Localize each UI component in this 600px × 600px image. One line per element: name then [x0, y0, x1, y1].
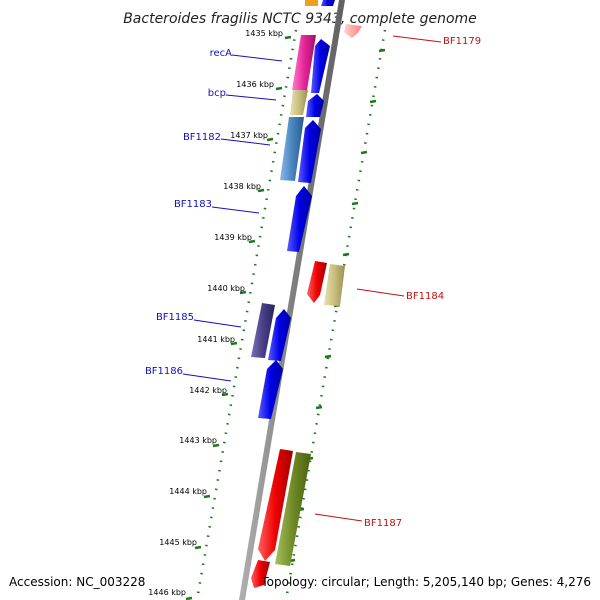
tick-label: 1444 kbp: [169, 487, 207, 496]
cog-top-orange: [305, 0, 318, 6]
cog-blocks-right: [275, 264, 345, 566]
tick-label: 1445 kbp: [159, 538, 197, 547]
reverse-strand-genes: [251, 24, 362, 588]
cog-BF1184: [324, 264, 345, 306]
gene-arrow-bottom[interactable]: [251, 560, 270, 588]
cog-bcp: [290, 90, 308, 115]
forward-strand-genes: [258, 0, 335, 419]
gene-arrow-BF1182[interactable]: [298, 120, 321, 183]
gene-labels-left: recA bcp BF1182 BF1183 BF1185 BF1186: [145, 48, 283, 382]
gene-label-bcp[interactable]: bcp: [208, 88, 226, 99]
map-title: Bacteroides fragilis NCTC 9343, complete…: [123, 11, 477, 27]
tick-label: 1441 kbp: [197, 335, 235, 344]
tick-label: 1446 kbp: [148, 588, 186, 597]
tick-label: 1439 kbp: [214, 233, 252, 242]
gene-arrow-bcp[interactable]: [306, 94, 324, 117]
gene-label-BF1184[interactable]: BF1184: [406, 291, 444, 302]
tick-label: 1440 kbp: [207, 284, 245, 293]
gene-labels-right: BF1179 BF1184 BF1187: [314, 35, 481, 529]
tick-label: 1437 kbp: [230, 131, 268, 140]
cog-BF1182: [280, 117, 304, 181]
gene-arrow-top[interactable]: [321, 0, 335, 6]
tick-ring-right: [284, 29, 387, 600]
cog-blocks-left: [251, 0, 318, 358]
gene-arrow-BF1187[interactable]: [258, 449, 293, 561]
tick-label: 1435 kbp: [245, 29, 283, 38]
gene-arrow-BF1184[interactable]: [307, 261, 327, 303]
major-ticks-left: [185, 35, 292, 600]
gene-label-BF1186[interactable]: BF1186: [145, 366, 183, 377]
gene-arrow-BF1183[interactable]: [287, 186, 312, 252]
tick-label: 1436 kbp: [236, 80, 274, 89]
cog-BF1187: [275, 452, 311, 566]
tick-labels: 1435 kbp 1436 kbp 1437 kbp 1438 kbp 1439…: [148, 29, 283, 597]
gene-label-BF1182[interactable]: BF1182: [183, 132, 221, 143]
tick-label: 1438 kbp: [223, 182, 261, 191]
gene-label-recA[interactable]: recA: [210, 48, 233, 59]
gene-arrow-BF1179[interactable]: [344, 24, 362, 38]
gene-arrow-BF1186[interactable]: [258, 360, 283, 419]
topology-text: Topology: circular; Length: 5,205,140 bp…: [260, 575, 591, 589]
gene-arrow-recA[interactable]: [311, 39, 330, 93]
tick-ring-left: [195, 29, 298, 600]
tick-label: 1443 kbp: [179, 436, 217, 445]
genome-backbone: [239, 0, 345, 600]
tick-label: 1442 kbp: [189, 386, 227, 395]
cog-BF1185: [251, 303, 275, 358]
gene-arrow-BF1185[interactable]: [268, 309, 291, 361]
gene-label-BF1183[interactable]: BF1183: [174, 199, 212, 210]
gene-label-BF1179[interactable]: BF1179: [443, 36, 481, 47]
gene-label-BF1185[interactable]: BF1185: [156, 312, 194, 323]
cog-recA: [292, 35, 316, 90]
gene-label-BF1187[interactable]: BF1187: [364, 518, 402, 529]
accession-text: Accession: NC_003228: [9, 575, 145, 589]
